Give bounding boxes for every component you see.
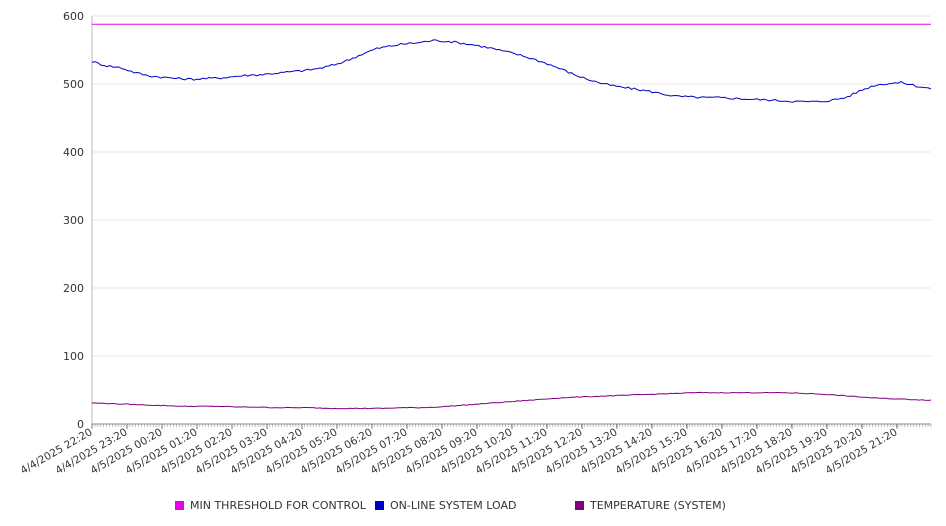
y-tick-label: 600	[63, 10, 84, 23]
axes	[91, 16, 932, 429]
y-tick-label: 0	[77, 418, 84, 431]
legend-item-min-threshold[interactable]: MIN THRESHOLD FOR CONTROL	[175, 499, 366, 512]
y-tick-label: 200	[63, 282, 84, 295]
legend-swatch-system-load	[375, 501, 384, 510]
legend-label-min-threshold: MIN THRESHOLD FOR CONTROL	[190, 499, 366, 512]
series-line	[91, 391, 932, 410]
y-tick-label: 300	[63, 214, 84, 227]
gridlines	[92, 15, 931, 357]
series-lines	[91, 23, 932, 410]
y-axis-ticks: 0 100 200 300 400 500 600	[63, 10, 84, 431]
legend-swatch-min-threshold	[175, 501, 184, 510]
legend-label-system-load: ON-LINE SYSTEM LOAD	[390, 499, 517, 512]
y-tick-label: 500	[63, 78, 84, 91]
x-axis-ticks: 4/4/2025 22:204/4/2025 23:204/5/2025 00:…	[19, 426, 900, 477]
y-tick-label: 100	[63, 350, 84, 363]
legend: MIN THRESHOLD FOR CONTROL ON-LINE SYSTEM…	[0, 499, 946, 513]
y-tick-label: 400	[63, 146, 84, 159]
legend-item-system-load[interactable]: ON-LINE SYSTEM LOAD	[375, 499, 516, 512]
series-line	[91, 39, 932, 103]
legend-label-temperature: TEMPERATURE (SYSTEM)	[590, 499, 726, 512]
legend-swatch-temperature	[575, 501, 584, 510]
legend-item-temperature[interactable]: TEMPERATURE (SYSTEM)	[575, 499, 726, 512]
